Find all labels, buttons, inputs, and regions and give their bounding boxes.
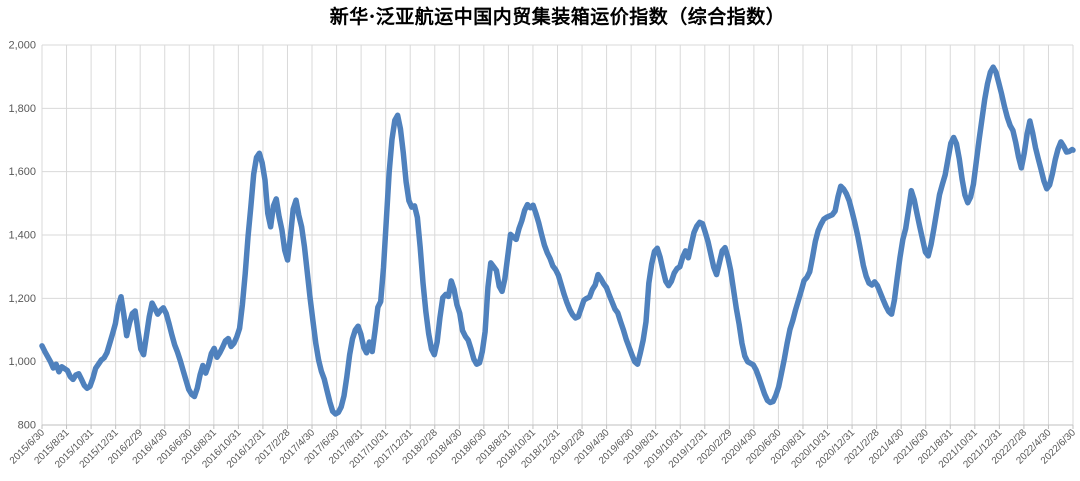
chart-title: 新华·泛亚航运中国内贸集装箱运价指数（综合指数） xyxy=(329,6,786,28)
y-axis-tick-label: 1,800 xyxy=(8,103,36,115)
y-axis-tick-label: 1,600 xyxy=(8,166,36,178)
index-line-series xyxy=(39,64,1076,417)
y-axis-tick-label: 800 xyxy=(18,420,36,432)
y-axis-tick-label: 1,200 xyxy=(8,293,36,305)
y-axis-tick-label: 2,000 xyxy=(8,40,36,52)
y-axis-tick-label: 1,400 xyxy=(8,230,36,242)
y-axis-tick-label: 1,000 xyxy=(8,356,36,368)
